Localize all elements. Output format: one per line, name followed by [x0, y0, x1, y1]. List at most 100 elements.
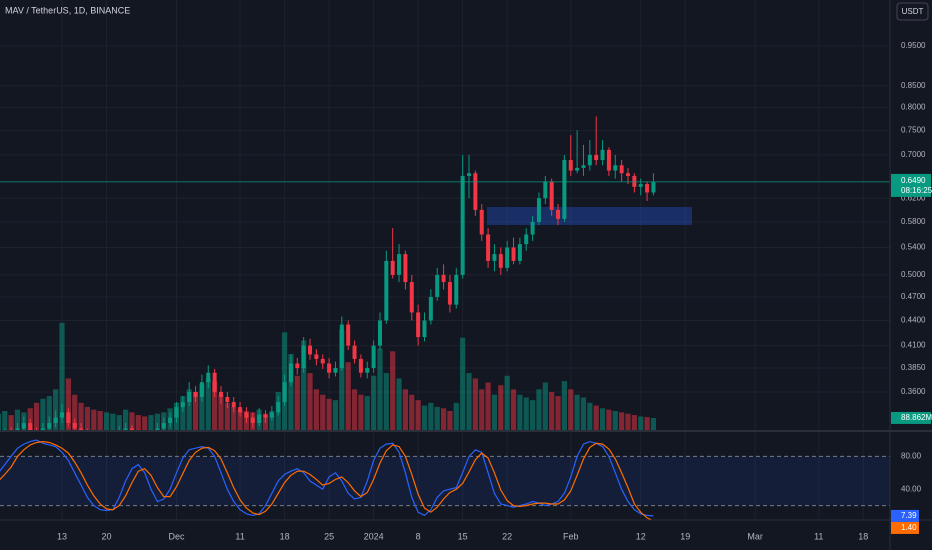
volume-bar — [390, 351, 396, 430]
currency-button[interactable] — [896, 2, 929, 21]
volume-bar — [371, 375, 377, 430]
x-tick-label: 25 — [324, 531, 334, 541]
volume-bar — [599, 408, 606, 430]
x-tick-label: 13 — [57, 531, 67, 541]
volume-bar — [65, 378, 71, 430]
candle-body — [422, 320, 427, 338]
volume-bar — [351, 389, 358, 430]
volume-bar — [434, 406, 440, 430]
candle-body — [377, 320, 382, 346]
candle-body — [536, 198, 541, 222]
candle-body — [486, 234, 491, 261]
volume-bar — [574, 394, 580, 430]
currency-label[interactable]: USDT — [902, 7, 924, 16]
candle-body — [60, 412, 65, 418]
volume-bar — [479, 389, 485, 430]
volume-bar — [180, 396, 186, 430]
candle-body — [288, 363, 293, 383]
candle-body — [358, 358, 363, 373]
candle-body — [21, 423, 26, 429]
candle-body — [619, 165, 624, 174]
volume-bar — [84, 406, 91, 430]
candle-body — [250, 417, 255, 424]
candle-body — [479, 209, 484, 235]
candle-body — [263, 414, 268, 418]
volume-bar — [568, 389, 574, 430]
candle-body — [568, 160, 573, 171]
volume-bar — [59, 322, 65, 430]
volume-bar — [402, 389, 409, 430]
volume-bar — [294, 375, 300, 430]
volume-bar — [313, 389, 319, 430]
candle-body — [409, 282, 414, 313]
indicator-line — [0, 440, 653, 520]
volume-label: 88.862M — [901, 413, 932, 422]
volume-bar — [428, 402, 434, 430]
volume-label-box — [891, 411, 931, 424]
indicator-label-box — [891, 509, 919, 522]
candle-body — [72, 423, 77, 429]
volume-bar — [536, 389, 542, 430]
x-tick-label: Dec — [168, 531, 185, 541]
candle-body — [365, 368, 370, 373]
volume-bar — [466, 373, 472, 430]
y-tick-label: 0.5400 — [901, 243, 926, 252]
volume-bar — [332, 400, 339, 430]
y-tick-label: 0.3850 — [901, 363, 926, 372]
volume-bar — [472, 378, 478, 430]
candle-body — [212, 372, 217, 392]
candle-body — [346, 324, 351, 346]
volume-bar — [103, 412, 110, 430]
y-tick-label: 0.7500 — [901, 125, 926, 134]
candle-body — [441, 274, 446, 283]
candle-body — [454, 274, 459, 305]
volume-bar — [129, 412, 135, 430]
y-tick-label: 0.4400 — [901, 316, 926, 325]
candle-body — [308, 345, 313, 355]
volume-bar — [122, 409, 129, 430]
candle-body — [40, 428, 45, 430]
candle-body — [333, 368, 338, 373]
x-tick-label: 18 — [858, 531, 868, 541]
indicator-tick-label: 40.00 — [901, 484, 922, 493]
volume-bar — [638, 416, 644, 430]
volume-bar — [415, 400, 421, 430]
volume-bar — [53, 389, 59, 430]
volume-bar — [46, 396, 52, 430]
candle-body — [606, 149, 611, 171]
candle-body — [193, 391, 198, 397]
volume-bar — [619, 412, 625, 430]
price-pane — [0, 116, 890, 430]
volume-bar — [580, 397, 587, 430]
volume-bar — [606, 409, 612, 430]
x-tick-label: 20 — [102, 531, 112, 541]
volume-bar — [612, 411, 618, 430]
candle-body — [645, 184, 650, 193]
volume-bar — [530, 400, 536, 430]
volume-bar — [288, 354, 294, 430]
x-tick-label: 18 — [280, 531, 290, 541]
candle-body — [416, 312, 421, 338]
volume-bar — [453, 402, 459, 430]
volume-bar — [154, 413, 160, 430]
volume-bar — [587, 402, 593, 430]
candle-body — [314, 354, 319, 359]
volume-bar — [307, 373, 313, 430]
volume-bar — [644, 417, 650, 430]
candle-body — [371, 345, 376, 369]
price-label: 0.6490 — [901, 176, 926, 185]
volume-bar — [383, 373, 389, 430]
volume-bar — [364, 396, 370, 430]
indicator-tick-label: 80.00 — [901, 452, 922, 461]
candle-body — [625, 173, 630, 176]
volume-bar — [491, 394, 498, 430]
candle-body — [498, 254, 503, 268]
volume-bar — [460, 337, 466, 430]
volume-bar — [504, 375, 510, 430]
x-tick-label: Feb — [563, 531, 579, 541]
volume-bar — [237, 409, 243, 430]
indicator-label-box — [891, 521, 919, 534]
candle-body — [384, 260, 389, 321]
volume-bar — [97, 411, 103, 430]
volume-bar — [40, 398, 46, 430]
